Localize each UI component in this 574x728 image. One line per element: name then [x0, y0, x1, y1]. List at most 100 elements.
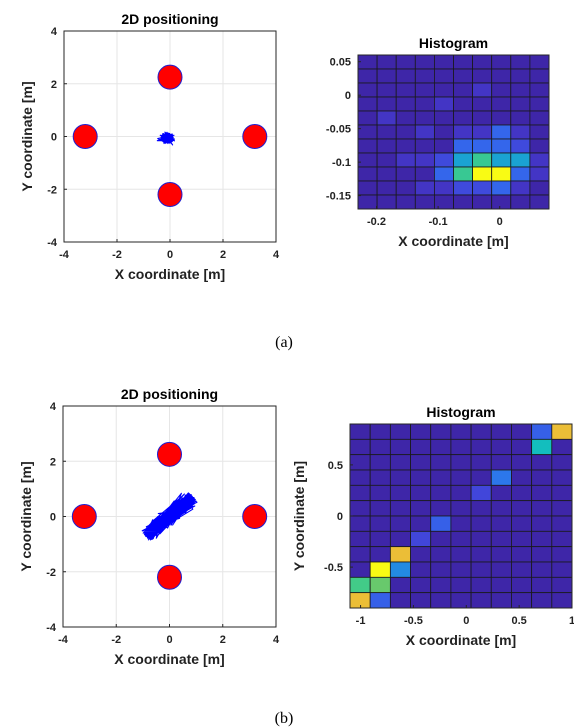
y-tick-label: 0 [50, 512, 56, 524]
histogram-cell [369, 592, 391, 609]
histogram-cell [551, 454, 573, 471]
histogram-cell [491, 124, 512, 140]
histogram-cell [349, 423, 371, 440]
histogram-cell [470, 454, 492, 471]
y-tick-label: 2 [51, 79, 57, 91]
histogram-cell [472, 124, 493, 140]
histogram-cell [395, 180, 416, 196]
histogram-cell [349, 500, 371, 517]
histogram-cell [551, 530, 573, 548]
histogram-cell [433, 68, 454, 84]
histogram-cell [453, 68, 474, 84]
histogram-cell [529, 166, 550, 182]
histogram-cell [470, 423, 492, 440]
histogram-cell [453, 180, 474, 196]
histogram-cell [472, 180, 493, 196]
histogram-cell [395, 194, 416, 210]
positioning-plot [62, 405, 277, 628]
histogram-cell [510, 68, 531, 84]
histogram-cell [529, 82, 550, 98]
y-tick-label: 0 [337, 511, 343, 523]
histogram-cell [491, 54, 512, 70]
histogram-cell [511, 484, 533, 502]
histogram-cell [453, 194, 474, 210]
y-tick-label: -0.1 [332, 157, 351, 169]
histogram-cell [529, 96, 550, 112]
histogram-cell [369, 576, 391, 594]
caption-a: (a) [275, 334, 293, 351]
histogram-cell [510, 110, 531, 126]
anchor-marker [71, 504, 97, 529]
x-tick-label: -0.5 [404, 615, 423, 627]
histogram-cell [511, 592, 533, 609]
histogram-cell [529, 152, 550, 168]
y-tick-label: -4 [47, 237, 58, 249]
histogram-cell [369, 438, 391, 456]
anchor-marker [72, 124, 98, 149]
histogram-cell [470, 530, 492, 548]
histogram-cell [430, 438, 452, 456]
histogram-cell [410, 576, 432, 594]
histogram-cell [551, 515, 573, 532]
histogram-cell [529, 180, 550, 196]
histogram-cell [470, 592, 492, 609]
histogram-cell [510, 124, 531, 140]
histogram-cell [414, 124, 435, 140]
histogram-cell [510, 152, 531, 168]
histogram-cell [349, 438, 371, 456]
histogram-cell [491, 96, 512, 112]
x-tick-label: 1 [569, 615, 574, 627]
histogram-cell [551, 561, 573, 578]
histogram-cell [357, 166, 378, 182]
histogram-cell [349, 469, 371, 486]
histogram-cell [490, 592, 512, 609]
histogram-cell [450, 530, 472, 548]
histogram-cell [490, 546, 512, 563]
histogram-cell [389, 469, 411, 486]
histogram-cell [511, 469, 533, 486]
histogram-cell [510, 54, 531, 70]
histogram-cell [349, 576, 371, 594]
histogram-cell [414, 166, 435, 182]
histogram-cell [369, 561, 391, 578]
y-tick-label: -2 [47, 184, 57, 196]
x-tick-label: 0 [167, 249, 173, 261]
histogram-cell [453, 82, 474, 98]
x-tick-label: -4 [59, 249, 70, 261]
x-tick-label: 4 [273, 634, 280, 646]
histogram-cell [430, 530, 452, 548]
histogram-cell [510, 138, 531, 154]
histogram-cell [389, 423, 411, 440]
histogram-cell [511, 454, 533, 471]
y-tick-label: 0.5 [328, 460, 343, 472]
histogram-cell [369, 515, 391, 532]
histogram-cell [472, 54, 493, 70]
histogram-cell [450, 515, 472, 532]
anchor-marker [157, 441, 182, 467]
histogram-cell [389, 530, 411, 548]
anchor-marker [157, 564, 182, 590]
histogram-cell [376, 96, 397, 112]
histogram-cell [551, 438, 573, 456]
x-axis-label: X coordinate [m] [115, 266, 225, 282]
histogram-cell [529, 54, 550, 70]
histogram-cell [472, 96, 493, 112]
histogram-cell [531, 546, 553, 563]
histogram-cell [470, 484, 492, 502]
y-tick-label: -0.5 [324, 562, 343, 574]
histogram-cell [450, 454, 472, 471]
histogram-cell [357, 110, 378, 126]
chart-title: Histogram [426, 404, 495, 420]
histogram-cell [369, 530, 391, 548]
x-tick-label: 0 [463, 615, 469, 627]
histogram-cell [511, 530, 533, 548]
chart-title: Histogram [419, 35, 488, 51]
histogram-cell [410, 484, 432, 502]
histogram-cell [490, 530, 512, 548]
histogram-cell [430, 500, 452, 517]
histogram-cell [491, 68, 512, 84]
y-tick-label: -4 [46, 622, 57, 634]
x-tick-label: 0 [166, 634, 172, 646]
histogram-cell [414, 68, 435, 84]
histogram-cell [433, 82, 454, 98]
